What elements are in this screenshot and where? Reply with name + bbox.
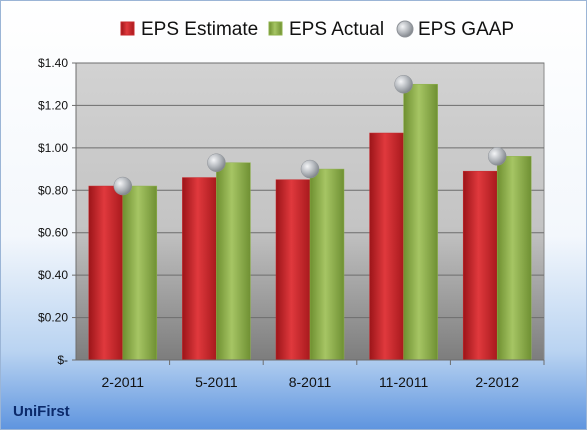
legend-swatch: [396, 20, 414, 38]
x-tick-label: 2-2012: [475, 374, 519, 390]
marker-eps-gaap: [394, 74, 413, 94]
legend: EPS Estimate EPS Actual EPS GAAP: [120, 19, 514, 40]
bar-eps-estimate: [182, 177, 217, 361]
gaap-markers: [113, 74, 507, 196]
bar-eps-actual: [496, 156, 532, 361]
marker-eps-gaap: [300, 159, 320, 179]
company-name: UniFirst: [13, 403, 70, 420]
marker-eps-gaap: [207, 153, 226, 172]
y-tick-label: $0.20: [38, 311, 68, 325]
marker-eps-gaap: [113, 176, 133, 196]
legend-label: EPS GAAP: [418, 19, 514, 40]
bar-eps-estimate: [462, 170, 498, 361]
bar-eps-actual: [309, 168, 345, 361]
y-tick-label: $1.00: [38, 141, 68, 155]
bar-eps-estimate: [369, 132, 404, 361]
bar-eps-estimate: [88, 185, 124, 361]
bar-eps-actual: [216, 162, 251, 361]
marker-eps-gaap: [487, 147, 507, 166]
x-tick-label: 11-2011: [379, 374, 429, 390]
y-tick-label: $0.80: [38, 183, 68, 197]
bar-eps-actual: [122, 185, 158, 361]
bars: [88, 83, 532, 361]
y-tick-label: $-: [57, 353, 68, 367]
legend-swatch: [268, 21, 283, 36]
legend-swatch: [120, 21, 135, 36]
x-tick-label: 5-2011: [195, 374, 238, 390]
bar-eps-estimate: [275, 179, 311, 361]
x-tick-label: 8-2011: [289, 374, 332, 390]
legend-label: EPS Estimate: [141, 19, 258, 40]
x-axis: 2-2011 5-2011 8-2011 11-2011 2-2012: [76, 359, 545, 390]
legend-label: EPS Actual: [289, 19, 384, 40]
y-tick-label: $1.40: [38, 56, 68, 70]
bar-eps-actual: [403, 83, 438, 361]
y-tick-label: $0.40: [38, 268, 68, 282]
x-tick-label: 2-2011: [102, 374, 145, 390]
y-tick-label: $1.20: [38, 98, 68, 112]
y-axis: $- $0.20 $0.40 $0.60 $0.80 $1.00 $1.20 $1.40: [38, 56, 77, 367]
y-tick-label: $0.60: [38, 226, 68, 240]
